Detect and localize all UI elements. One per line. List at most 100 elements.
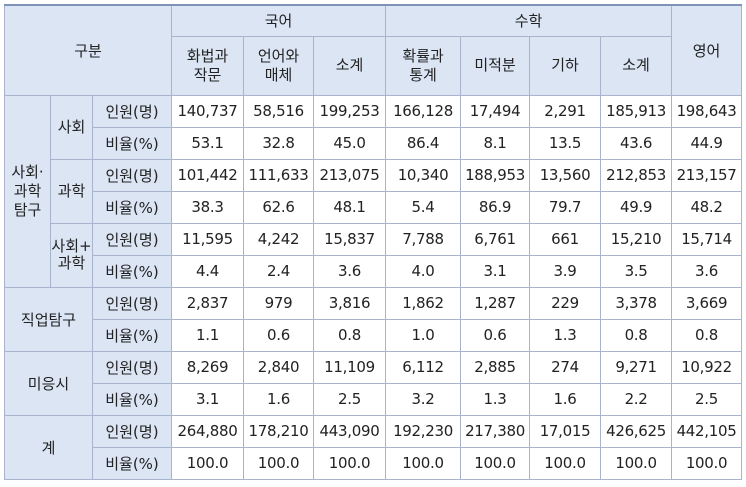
cell: 100.0 (385, 446, 462, 480)
cell: 3,816 (313, 286, 387, 320)
cell: 100.0 (600, 446, 673, 480)
cell: 213,157 (671, 158, 742, 192)
cell: 10,922 (671, 350, 742, 384)
cell: 3.5 (600, 254, 673, 288)
cell: 426,625 (600, 414, 673, 448)
cell: 0.8 (313, 318, 387, 352)
cell: 0.8 (600, 318, 673, 352)
cell: 2.5 (313, 382, 387, 416)
table-row: 비율(%) 100.0 100.0 100.0 100.0 100.0 100.… (5, 446, 742, 480)
cell: 15,210 (600, 222, 673, 256)
cell: 8.1 (460, 126, 531, 160)
cell: 111,633 (243, 158, 315, 192)
cell: 442,105 (671, 414, 742, 448)
cell: 213,075 (313, 158, 387, 192)
cell: 44.9 (671, 126, 742, 160)
cell: 140,737 (171, 94, 245, 128)
cell: 7,788 (385, 222, 462, 256)
table-row: 과학 인원(명) 101,442 111,633 213,075 10,340 … (5, 158, 742, 224)
cell: 2.5 (671, 382, 742, 416)
cell: 3,669 (671, 286, 742, 320)
cell: 5.4 (385, 190, 462, 224)
cell: 3.1 (171, 382, 245, 416)
header-math-subtotal: 소계 (600, 35, 673, 96)
cell: 15,837 (313, 222, 387, 256)
cell: 661 (529, 222, 602, 256)
cell: 9,271 (600, 350, 673, 384)
cell: 43.6 (600, 126, 673, 160)
table-row: 직업탐구 인원(명) 2,837 979 3,816 1,862 1,287 2… (4, 286, 742, 352)
table-row: 계 인원(명) 264,880 178,210 443,090 192,230 … (4, 414, 742, 480)
group-label-vocational-inquiry: 직업탐구 (4, 286, 93, 352)
subgroup-label-social-plus-science: 사회+ 과학 (50, 222, 93, 288)
table-row: 사회· 과학 탐구 사회 인원(명) 140,737 58,516 199,253 … (4, 94, 742, 288)
row-label-ratio: 비율(%) (91, 190, 173, 224)
cell: 13,560 (529, 158, 602, 192)
cell: 2.4 (243, 254, 315, 288)
cell: 86.9 (460, 190, 531, 224)
row-label-count: 인원(명) (91, 286, 173, 320)
table-row: 비율(%) 38.3 62.6 48.1 5.4 86.9 79.7 49.9 … (5, 190, 742, 224)
cell: 192,230 (385, 414, 462, 448)
cell: 86.4 (385, 126, 462, 160)
cell: 62.6 (243, 190, 315, 224)
cell: 3.9 (529, 254, 602, 288)
cell: 32.8 (243, 126, 315, 160)
cell: 79.7 (529, 190, 602, 224)
cell: 0.6 (460, 318, 531, 352)
header-korean-speech-writing: 화법과 작문 (171, 35, 245, 96)
row-label-count: 인원(명) (91, 414, 173, 448)
row-label-count: 인원(명) (91, 222, 173, 256)
cell: 0.6 (243, 318, 315, 352)
group-label-not-taken: 미응시 (4, 350, 93, 416)
cell: 185,913 (600, 94, 673, 128)
table-row: 사회+ 과학 인원(명) 11,595 4,242 15,837 7,788 6,… (5, 222, 742, 288)
cell: 188,953 (460, 158, 531, 192)
cell: 3.6 (313, 254, 387, 288)
subject-selection-table: 구분 국어 수학 영어 화법과 작문 언어와 매체 소계 확률과 통계 미적분 기하 … (3, 4, 742, 480)
header-english: 영어 (671, 4, 742, 96)
row-label-count: 인원(명) (91, 94, 173, 128)
row-label-ratio: 비율(%) (91, 126, 173, 160)
cell: 11,595 (171, 222, 245, 256)
cell: 212,853 (600, 158, 673, 192)
cell: 6,112 (385, 350, 462, 384)
cell: 199,253 (313, 94, 387, 128)
subgroup-label-social: 사회 (50, 94, 93, 160)
header-korean-language-media: 언어와 매체 (243, 35, 315, 96)
cell: 1,287 (460, 286, 531, 320)
cell: 1,862 (385, 286, 462, 320)
cell: 48.2 (671, 190, 742, 224)
cell: 100.0 (529, 446, 602, 480)
cell: 6,761 (460, 222, 531, 256)
table-container: 구분 국어 수학 영어 화법과 작문 언어와 매체 소계 확률과 통계 미적분 기하 … (3, 4, 742, 480)
cell: 166,128 (385, 94, 462, 128)
cell: 443,090 (313, 414, 387, 448)
row-label-ratio: 비율(%) (91, 254, 173, 288)
cell: 45.0 (313, 126, 387, 160)
cell: 979 (243, 286, 315, 320)
cell: 3.2 (385, 382, 462, 416)
table-row: 비율(%) 3.1 1.6 2.5 3.2 1.3 1.6 2.2 2.5 (5, 382, 742, 416)
subgroup-label-science: 과학 (50, 158, 93, 224)
cell: 101,442 (171, 158, 245, 192)
header-korean-subtotal: 소계 (313, 35, 387, 96)
row-label-ratio: 비율(%) (91, 318, 173, 352)
table-row: 미응시 인원(명) 8,269 2,840 11,109 6,112 2,885… (4, 350, 742, 416)
cell: 229 (529, 286, 602, 320)
header-math-geometry: 기하 (529, 35, 602, 96)
cell: 53.1 (171, 126, 245, 160)
cell: 3.1 (460, 254, 531, 288)
cell: 100.0 (460, 446, 531, 480)
group-label-social-science-inquiry: 사회· 과학 탐구 (4, 94, 51, 288)
cell: 264,880 (171, 414, 245, 448)
row-label-ratio: 비율(%) (91, 446, 173, 480)
cell: 15,714 (671, 222, 742, 256)
cell: 100.0 (243, 446, 315, 480)
header-math-probability-statistics: 확률과 통계 (385, 35, 462, 96)
cell: 2,885 (460, 350, 531, 384)
header-math-calculus: 미적분 (460, 35, 531, 96)
cell: 100.0 (171, 446, 245, 480)
cell: 274 (529, 350, 602, 384)
cell: 1.1 (171, 318, 245, 352)
